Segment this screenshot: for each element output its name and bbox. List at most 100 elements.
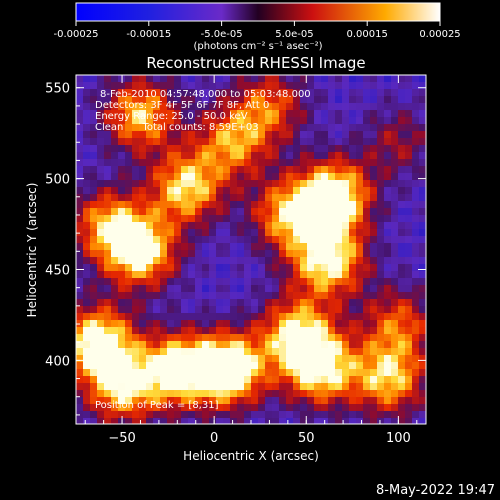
heatmap-cell bbox=[279, 369, 286, 376]
heatmap-cell bbox=[251, 180, 258, 187]
heatmap-cell bbox=[97, 131, 104, 138]
heatmap-cell bbox=[174, 96, 181, 103]
heatmap-cell bbox=[125, 152, 132, 159]
heatmap-cell bbox=[384, 306, 391, 313]
heatmap-cell bbox=[132, 201, 139, 208]
heatmap-cell bbox=[370, 320, 377, 327]
heatmap-cell bbox=[202, 208, 209, 215]
heatmap-cell bbox=[342, 411, 349, 418]
heatmap-cell bbox=[139, 404, 146, 411]
heatmap-cell bbox=[216, 285, 223, 292]
heatmap-cell bbox=[118, 222, 125, 229]
heatmap-cell bbox=[111, 250, 118, 257]
heatmap-cell bbox=[384, 201, 391, 208]
heatmap-cell bbox=[125, 117, 132, 124]
heatmap-cell bbox=[251, 306, 258, 313]
heatmap-cell bbox=[405, 82, 412, 89]
heatmap-cell bbox=[209, 222, 216, 229]
heatmap-cell bbox=[307, 376, 314, 383]
heatmap-cell bbox=[76, 96, 83, 103]
heatmap-cell bbox=[202, 173, 209, 180]
heatmap-cell bbox=[118, 159, 125, 166]
heatmap-cell bbox=[356, 348, 363, 355]
heatmap-cell bbox=[328, 397, 335, 404]
heatmap-cell bbox=[391, 138, 398, 145]
heatmap-cell bbox=[279, 376, 286, 383]
heatmap-cell bbox=[195, 285, 202, 292]
heatmap-cell bbox=[76, 264, 83, 271]
heatmap-cell bbox=[419, 397, 426, 404]
heatmap-cell bbox=[272, 236, 279, 243]
heatmap-cell bbox=[314, 159, 321, 166]
heatmap-cell bbox=[370, 411, 377, 418]
heatmap-cell bbox=[349, 208, 356, 215]
heatmap-cell bbox=[195, 173, 202, 180]
heatmap-cell bbox=[349, 355, 356, 362]
heatmap-cell bbox=[279, 215, 286, 222]
heatmap-cell bbox=[83, 194, 90, 201]
heatmap-cell bbox=[293, 285, 300, 292]
heatmap-cell bbox=[356, 117, 363, 124]
heatmap-cell bbox=[328, 362, 335, 369]
heatmap-cell bbox=[83, 397, 90, 404]
heatmap-cell bbox=[307, 418, 314, 424]
heatmap-cell bbox=[342, 173, 349, 180]
heatmap-cell bbox=[167, 257, 174, 264]
heatmap-cell bbox=[384, 96, 391, 103]
heatmap-cell bbox=[356, 306, 363, 313]
heatmap-cell bbox=[83, 250, 90, 257]
heatmap-cell bbox=[300, 383, 307, 390]
heatmap-cell bbox=[181, 131, 188, 138]
heatmap-cell bbox=[76, 222, 83, 229]
heatmap-cell bbox=[258, 250, 265, 257]
heatmap-cell bbox=[370, 299, 377, 306]
heatmap-cell bbox=[412, 117, 419, 124]
heatmap-cell bbox=[118, 376, 125, 383]
heatmap-cell bbox=[328, 264, 335, 271]
heatmap-cell bbox=[349, 75, 356, 82]
heatmap-cell bbox=[146, 138, 153, 145]
heatmap-cell bbox=[146, 299, 153, 306]
heatmap-cell bbox=[342, 166, 349, 173]
heatmap-cell bbox=[258, 194, 265, 201]
heatmap-cell bbox=[349, 418, 356, 424]
heatmap-cell bbox=[398, 89, 405, 96]
heatmap-cell bbox=[412, 362, 419, 369]
heatmap-cell bbox=[237, 124, 244, 131]
heatmap-cell bbox=[188, 376, 195, 383]
heatmap-cell bbox=[111, 369, 118, 376]
heatmap-cell bbox=[272, 173, 279, 180]
heatmap-cell bbox=[405, 103, 412, 110]
heatmap-cell bbox=[272, 278, 279, 285]
heatmap-cell bbox=[188, 75, 195, 82]
heatmap-cell bbox=[202, 131, 209, 138]
heatmap-cell bbox=[244, 229, 251, 236]
heatmap-cell bbox=[153, 159, 160, 166]
heatmap-cell bbox=[237, 82, 244, 89]
heatmap-cell bbox=[398, 292, 405, 299]
heatmap-cell bbox=[384, 285, 391, 292]
heatmap-cell bbox=[307, 236, 314, 243]
heatmap-cell bbox=[76, 257, 83, 264]
heatmap-cell bbox=[160, 299, 167, 306]
heatmap-cell bbox=[97, 173, 104, 180]
heatmap-cell bbox=[118, 369, 125, 376]
heatmap-cell bbox=[258, 257, 265, 264]
heatmap-cell bbox=[349, 264, 356, 271]
heatmap-cell bbox=[216, 215, 223, 222]
heatmap-cell bbox=[195, 236, 202, 243]
heatmap-cell bbox=[307, 215, 314, 222]
heatmap-cell bbox=[307, 390, 314, 397]
heatmap-cell bbox=[258, 138, 265, 145]
heatmap-cell bbox=[314, 110, 321, 117]
heatmap-cell bbox=[349, 173, 356, 180]
heatmap-cell bbox=[293, 103, 300, 110]
heatmap-cell bbox=[153, 418, 160, 424]
heatmap-cell bbox=[307, 187, 314, 194]
heatmap-cell bbox=[293, 390, 300, 397]
heatmap-cell bbox=[125, 411, 132, 418]
heatmap-cell bbox=[181, 411, 188, 418]
heatmap-cell bbox=[118, 243, 125, 250]
heatmap-cell bbox=[384, 376, 391, 383]
heatmap-cell bbox=[111, 292, 118, 299]
